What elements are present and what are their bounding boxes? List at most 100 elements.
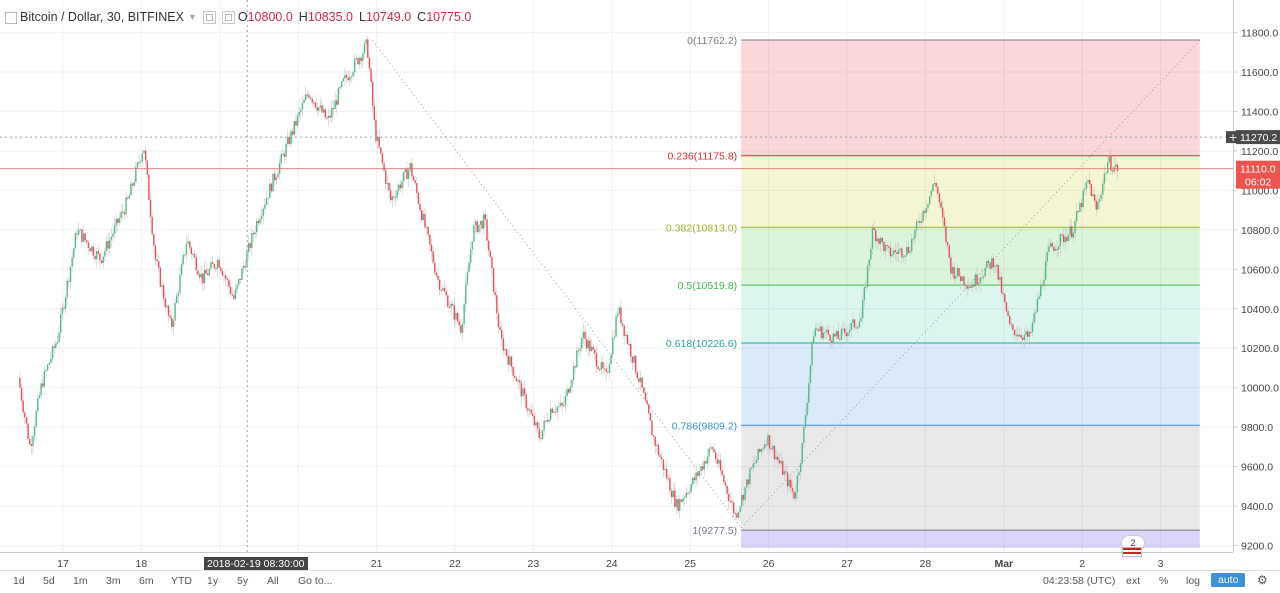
candle-body xyxy=(239,278,242,280)
candle-body xyxy=(1071,226,1073,238)
symbol-menu-icon[interactable] xyxy=(5,12,17,24)
candle-body xyxy=(760,448,763,452)
candle-body xyxy=(63,307,65,309)
visibility-icon[interactable] xyxy=(202,10,216,24)
candle-body xyxy=(143,150,145,154)
range-6m-button[interactable]: 6m xyxy=(139,575,154,587)
candle-body xyxy=(545,420,547,422)
candle-body xyxy=(376,136,379,142)
candle-body xyxy=(657,444,660,455)
candle-body xyxy=(747,479,750,485)
x-tick-label: 28 xyxy=(920,558,932,570)
candle-body xyxy=(113,225,116,234)
candle-body xyxy=(73,248,75,258)
candle-body xyxy=(716,459,719,464)
candle-body xyxy=(610,354,612,364)
candle-body xyxy=(1075,211,1078,222)
last-price-badge: 11110.0 xyxy=(1240,164,1276,176)
candle-body xyxy=(391,196,393,201)
candle-body xyxy=(1015,334,1017,336)
candle-body xyxy=(1100,194,1102,199)
candle-body xyxy=(362,53,364,61)
x-tick-label: 24 xyxy=(606,558,618,570)
candle-body xyxy=(347,77,349,81)
candle-body xyxy=(501,330,503,339)
range-all-button[interactable]: All xyxy=(267,575,279,587)
auto-scale-toggle[interactable]: auto xyxy=(1211,573,1246,587)
candle-body xyxy=(226,278,229,281)
candle-body xyxy=(830,340,833,343)
candle-body xyxy=(179,275,181,293)
candle-body xyxy=(64,297,67,309)
range-ytd-button[interactable]: YTD xyxy=(171,575,192,587)
candle-body xyxy=(804,415,807,427)
candle-body xyxy=(871,227,874,249)
candle-body xyxy=(296,115,299,126)
candle-body xyxy=(1087,179,1089,183)
candle-body xyxy=(571,379,573,387)
chevron-down-icon[interactable]: ▼ xyxy=(187,12,197,22)
candle-body xyxy=(995,264,998,267)
candle-body xyxy=(783,471,785,475)
candle-body xyxy=(303,99,305,104)
candle-body xyxy=(925,207,928,213)
candle-body xyxy=(345,75,348,78)
range-5d-button[interactable]: 5d xyxy=(43,575,55,587)
candle-body xyxy=(352,72,354,77)
candle-body xyxy=(499,326,501,331)
candle-body xyxy=(904,255,906,257)
goto-date-button[interactable]: Go to... xyxy=(298,575,333,587)
candle-body xyxy=(193,254,196,258)
candle-body xyxy=(554,411,557,413)
candle-body xyxy=(182,254,184,265)
candle-body xyxy=(234,289,237,299)
candle-body xyxy=(517,380,519,382)
percent-scale-toggle[interactable]: % xyxy=(1159,575,1169,587)
candle-body xyxy=(569,386,572,393)
candle-body xyxy=(122,211,124,213)
candle-body xyxy=(613,336,616,338)
symbol-title[interactable]: Bitcoin / Dollar, 30, BITFINEX xyxy=(20,10,184,24)
candle-body xyxy=(363,43,366,54)
range-1y-button[interactable]: 1y xyxy=(207,575,219,587)
candle-body xyxy=(265,198,268,205)
candle-body xyxy=(381,153,384,164)
gear-icon[interactable]: ⚙ xyxy=(1257,573,1268,587)
range-1m-button[interactable]: 1m xyxy=(73,575,88,587)
range-3m-button[interactable]: 3m xyxy=(106,575,121,587)
candle-body xyxy=(1113,166,1115,172)
fibonacci-retracement: 0(11762.2) 0.236(11175.8) 0.382(10813.0) 0.… xyxy=(666,35,1200,548)
settings-icon[interactable] xyxy=(221,10,235,24)
candle-body xyxy=(692,477,694,485)
candle-body xyxy=(710,447,712,449)
candle-body xyxy=(723,475,725,483)
candle-body xyxy=(829,334,831,341)
price-lines xyxy=(0,0,1233,552)
last-price-badge-bg xyxy=(1236,160,1280,189)
extended-hours-toggle[interactable]: ext xyxy=(1126,575,1141,587)
candle-body xyxy=(81,229,83,242)
candle-body xyxy=(576,350,578,368)
candle-body xyxy=(82,233,85,242)
candle-body xyxy=(1059,234,1062,247)
candle-body xyxy=(154,245,157,260)
candle-body xyxy=(450,303,452,308)
candle-body xyxy=(656,444,658,446)
candle-body xyxy=(924,210,926,213)
candle-body xyxy=(30,444,33,447)
range-5y-button[interactable]: 5y xyxy=(237,575,249,587)
candle-body xyxy=(429,234,431,245)
candle-body xyxy=(318,107,320,111)
us-flag-icon[interactable] xyxy=(1122,547,1142,557)
candle-body xyxy=(198,274,201,278)
utc-clock[interactable]: 04:23:58 (UTC) xyxy=(1043,575,1116,587)
candle-body xyxy=(285,144,287,157)
log-scale-toggle[interactable]: log xyxy=(1186,575,1201,587)
candle-body xyxy=(842,328,844,330)
candle-body xyxy=(107,241,109,249)
range-1d-button[interactable]: 1d xyxy=(13,575,25,587)
candle-body xyxy=(959,276,962,281)
candle-body xyxy=(370,68,372,83)
candle-body xyxy=(759,449,761,452)
